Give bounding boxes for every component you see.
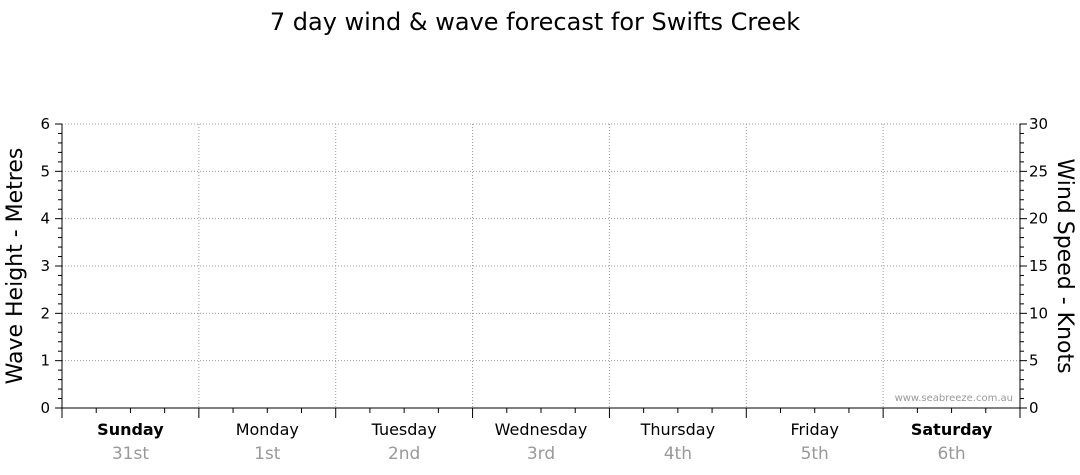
chart-title: 7 day wind & wave forecast for Swifts Cr… <box>270 8 800 36</box>
y-tick-label-left: 5 <box>40 162 50 180</box>
grid-lines <box>62 123 1020 408</box>
y-tick-label-right: 15 <box>1029 257 1048 275</box>
y-tick-label-right: 20 <box>1029 210 1048 228</box>
watermark: www.seabreeze.com.au <box>895 393 1013 404</box>
day-label: Thursday <box>640 420 715 439</box>
y-tick-label-right: 25 <box>1029 162 1048 180</box>
date-label: 2nd <box>388 444 420 464</box>
y-tick-label-left: 2 <box>40 304 50 322</box>
day-label: Wednesday <box>495 420 588 439</box>
date-label: 6th <box>937 444 965 464</box>
y-tick-label-right: 5 <box>1029 352 1039 370</box>
date-label: 3rd <box>527 444 555 464</box>
y-tick-label-right: 10 <box>1029 304 1048 322</box>
axes <box>55 123 1027 418</box>
date-label: 1st <box>254 444 281 464</box>
y-tick-label-left: 0 <box>40 399 50 417</box>
date-label: 5th <box>801 444 829 464</box>
day-label: Monday <box>236 420 299 439</box>
date-label: 31st <box>112 444 149 464</box>
y-tick-label-right: 30 <box>1029 115 1048 133</box>
y-tick-label-left: 6 <box>40 115 50 133</box>
y-axis-left-label: Wave Height - Metres <box>3 148 28 385</box>
y-axis-right-label: Wind Speed - Knots <box>1052 158 1077 373</box>
day-label: Tuesday <box>371 420 437 439</box>
day-label: Saturday <box>911 420 993 439</box>
day-label: Friday <box>790 420 839 439</box>
date-label: 4th <box>664 444 692 464</box>
y-tick-label-right: 0 <box>1029 399 1039 417</box>
axis-labels: 0 1 2 3 4 5 6 0 5 10 15 20 25 30 Sunday 31st Monday 1st Tu… <box>40 115 1048 464</box>
y-tick-label-left: 1 <box>40 352 50 370</box>
y-tick-label-left: 3 <box>40 257 50 275</box>
day-label: Sunday <box>97 420 164 439</box>
y-tick-label-left: 4 <box>40 210 50 228</box>
